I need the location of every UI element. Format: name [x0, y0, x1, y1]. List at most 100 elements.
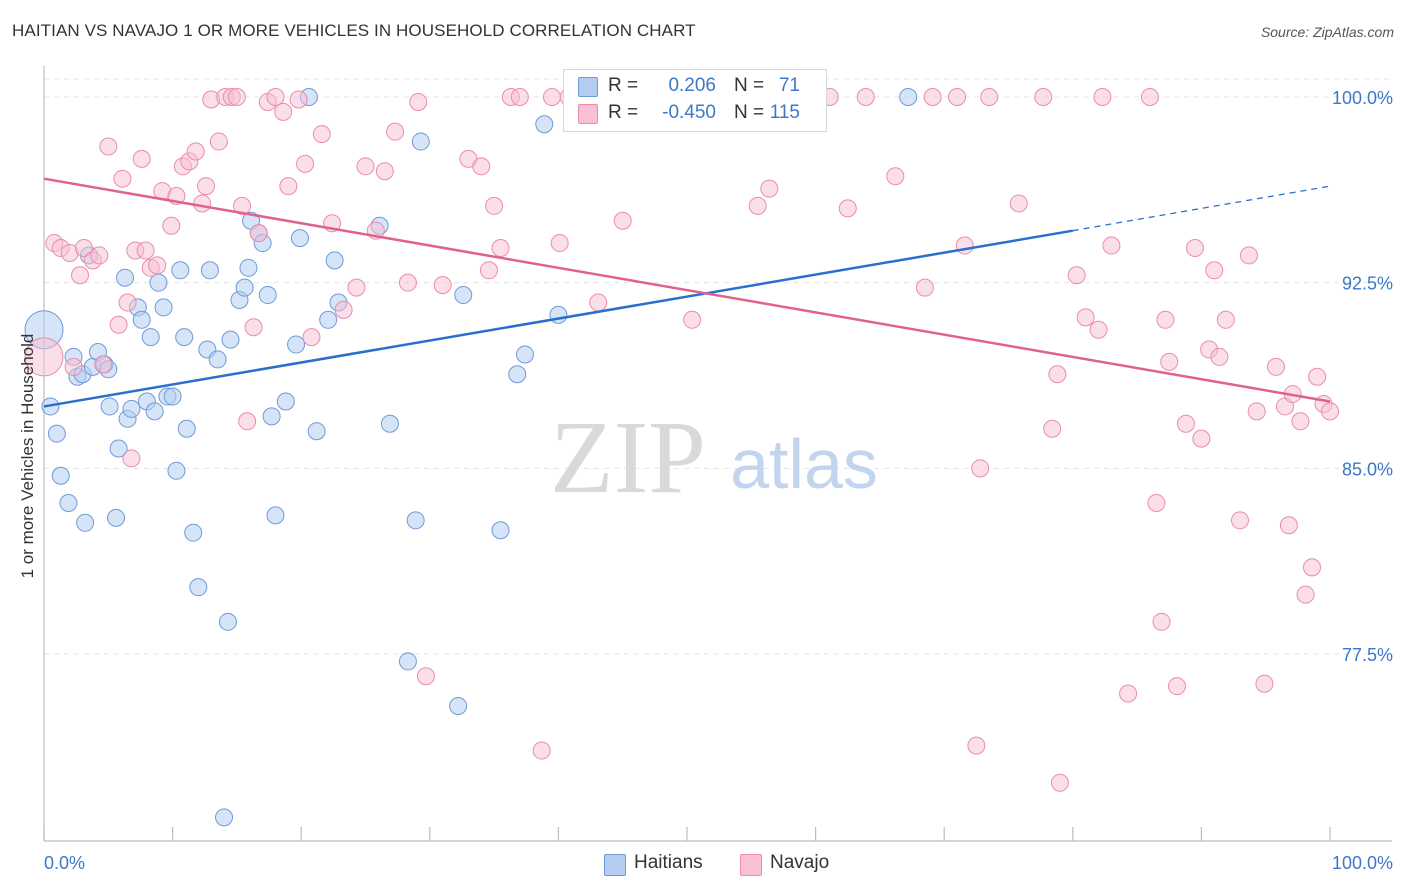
- haitians-point: [449, 696, 468, 715]
- navajo-point: [90, 246, 109, 265]
- n-label: N =: [734, 102, 765, 123]
- navajo-point: [148, 256, 167, 275]
- haitians-point: [107, 508, 126, 527]
- gridlines: [44, 78, 1392, 655]
- stats-row-navajo: R = -0.450 N = 115: [564, 101, 826, 127]
- haitians-point: [208, 350, 227, 369]
- navajo-point: [266, 88, 285, 106]
- haitians-point: [235, 278, 254, 297]
- haitians-point: [276, 392, 295, 411]
- navajo-point: [967, 736, 986, 755]
- navajo-legend-swatch: [740, 854, 762, 876]
- navajo-point: [589, 293, 608, 312]
- navajo-point: [1205, 261, 1224, 280]
- haitians-point: [325, 251, 344, 270]
- navajo-point: [279, 177, 298, 196]
- navajo-point: [109, 315, 128, 334]
- navajo-point: [510, 88, 529, 106]
- navajo-trend-line: [43, 177, 1331, 403]
- haitians-r-value: 0.206: [668, 75, 716, 96]
- navajo-point: [398, 273, 417, 292]
- navajo-point: [1185, 239, 1204, 258]
- navajo-point: [472, 157, 491, 176]
- haitians-point: [411, 132, 430, 151]
- navajo-point: [915, 278, 934, 297]
- haitians-point: [59, 493, 78, 512]
- stats-row-haitians: R = 0.206 N = 71: [564, 74, 826, 100]
- navajo-point: [24, 337, 64, 377]
- navajo-point: [312, 125, 331, 144]
- haitians-point: [218, 612, 237, 631]
- haitians-point: [398, 652, 417, 671]
- navajo-point: [955, 236, 974, 255]
- navajo-point: [193, 194, 212, 213]
- navajo-point: [375, 162, 394, 181]
- haitians-point: [307, 422, 326, 441]
- navajo-point: [64, 357, 83, 376]
- navajo-point: [1176, 414, 1195, 433]
- navajo-point: [1048, 365, 1067, 384]
- navajo-point: [760, 179, 779, 198]
- haitians-point: [145, 402, 164, 421]
- haitians-point: [454, 286, 473, 305]
- navajo-point: [71, 266, 90, 285]
- n-label: N =: [734, 75, 765, 96]
- haitians-trend-extension: [1072, 185, 1331, 232]
- navajo-point: [1192, 429, 1211, 448]
- navajo-point: [1266, 357, 1285, 376]
- haitians-point: [184, 523, 203, 542]
- navajo-r-value: -0.450: [662, 102, 716, 123]
- r-label: R =: [608, 75, 639, 96]
- haitians-point: [122, 399, 141, 418]
- navajo-point: [1167, 677, 1186, 696]
- x-tick-label: 0.0%: [44, 853, 85, 873]
- haitians-point: [76, 513, 95, 532]
- navajo-point: [532, 741, 551, 760]
- haitians-point: [266, 506, 285, 525]
- navajo-point: [1210, 347, 1229, 366]
- navajo-point: [302, 328, 321, 347]
- navajo-point: [838, 199, 857, 218]
- navajo-point: [1247, 402, 1266, 421]
- navajo-point: [550, 234, 569, 253]
- navajo-point: [1140, 88, 1159, 106]
- navajo-point: [1009, 194, 1028, 213]
- haitians-point: [116, 268, 135, 287]
- x-tick-label: 100.0%: [1332, 853, 1393, 873]
- navajo-point: [99, 137, 118, 156]
- navajo-point: [1308, 367, 1327, 386]
- y-tick-label: 85.0%: [1342, 459, 1393, 479]
- haitians-point: [163, 387, 182, 406]
- navajo-point: [186, 142, 205, 161]
- navajo-point: [542, 88, 561, 106]
- navajo-point: [132, 149, 151, 168]
- navajo-point: [118, 293, 137, 312]
- y-tick-labels: 77.5% 85.0% 92.5% 100.0%: [1332, 88, 1393, 665]
- haitians-point: [290, 229, 309, 248]
- haitians-point: [491, 521, 510, 540]
- navajo-point: [748, 196, 767, 215]
- series-navajo: [24, 88, 1339, 792]
- navajo-point: [856, 88, 875, 106]
- haitians-point: [171, 261, 190, 280]
- navajo-point: [479, 261, 498, 280]
- haitians-point: [406, 511, 425, 530]
- navajo-point: [1043, 419, 1062, 438]
- haitians-point: [215, 808, 234, 827]
- haitians-point: [141, 328, 160, 347]
- navajo-point: [122, 449, 141, 468]
- haitians-point: [899, 88, 918, 106]
- x-tick-labels: 0.0% 100.0%: [44, 853, 1393, 873]
- navajo-point: [416, 667, 435, 686]
- navajo-point: [238, 412, 257, 431]
- navajo-point: [1050, 773, 1069, 792]
- haitians-point: [109, 439, 128, 458]
- haitians-point: [319, 310, 338, 329]
- haitians-point: [200, 261, 219, 280]
- r-label: R =: [608, 102, 639, 123]
- navajo-point: [74, 239, 93, 258]
- navajo-point: [1093, 88, 1112, 106]
- navajo-point: [1239, 246, 1258, 265]
- chart-title: HAITIAN VS NAVAJO 1 OR MORE VEHICLES IN …: [12, 21, 696, 40]
